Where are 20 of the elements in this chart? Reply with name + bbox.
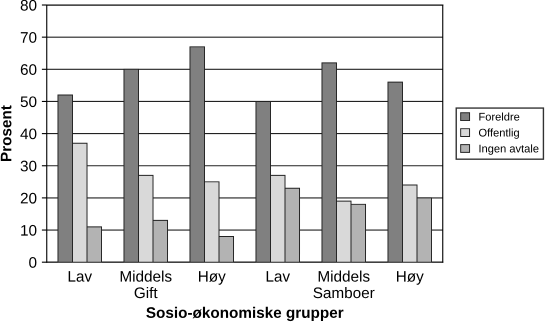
y-tick-label: 80 — [20, 0, 36, 11]
x-tick-label: Høy — [397, 271, 424, 285]
legend-label: Offentlig — [478, 128, 519, 139]
y-tick-label: 70 — [20, 32, 36, 43]
y-tick-label: 20 — [20, 192, 36, 204]
x-tick-label: Lav — [266, 271, 290, 282]
y-tick-label: 30 — [20, 160, 36, 172]
y-tick-label: 40 — [20, 128, 36, 140]
y-tick-label: 0 — [29, 257, 36, 268]
x-tick-label: Lav — [68, 271, 92, 282]
legend-label: Foreldre — [479, 112, 520, 121]
x-axis-title: Sosio-økonomiske grupper — [146, 306, 344, 322]
y-tick-label: 50 — [20, 96, 36, 108]
x-tick-label: Høy — [199, 271, 226, 285]
legend-label: Ingen avtale — [479, 144, 538, 155]
y-tick-label: 60 — [20, 64, 36, 75]
x-tick-label: Middels Samboer — [313, 270, 374, 298]
y-tick-label: 10 — [21, 224, 36, 236]
x-tick-label: Middels Gift — [120, 270, 172, 298]
y-axis-title: Prosent — [0, 105, 12, 162]
